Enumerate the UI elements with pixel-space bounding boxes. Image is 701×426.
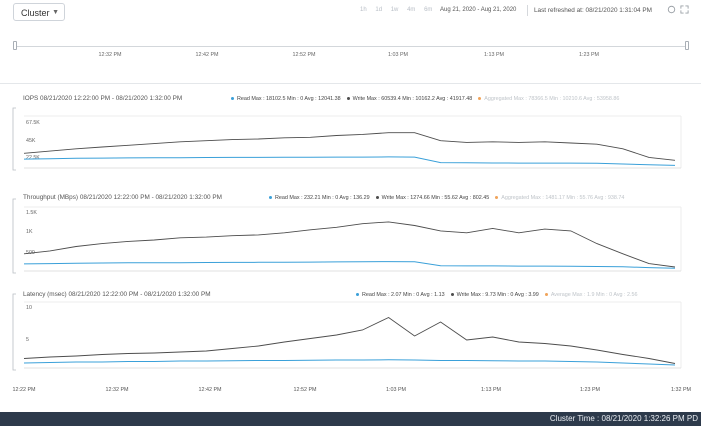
legend-write[interactable]: Write Max : 9.73 Min : 0 Avg : 3.99 [450, 292, 539, 298]
latency-y-tick-label: 10 [26, 305, 32, 311]
slider-tick: 12:52 PM [292, 52, 316, 58]
legend-write[interactable]: Write Max : 1274.66 Min : 55.62 Avg : 80… [375, 195, 489, 201]
cluster-select[interactable]: Cluster ▼ [13, 3, 65, 21]
legend-aggregated[interactable]: Aggregated Max : 1481.17 Min : 55.76 Avg… [495, 195, 624, 201]
legend-read[interactable]: Read Max : 18102.5 Min : 0 Avg : 12041.3… [231, 96, 341, 102]
slider-tick: 12:32 PM [98, 52, 122, 58]
time-range-options: 1h 1d 1w 4m 6m [360, 7, 439, 13]
toolbar-divider [527, 5, 528, 16]
throughput-y-tick-label: 1K [26, 229, 33, 235]
legend-read[interactable]: Read Max : 232.21 Min : 0 Avg : 136.29 [269, 195, 370, 201]
throughput-y-tick-label: 1.5K [26, 210, 37, 216]
slider-track [16, 46, 686, 47]
range-1h[interactable]: 1h [360, 7, 367, 13]
slider-tick: 1:03 PM [387, 52, 409, 58]
status-footer: Cluster Time : 08/21/2020 1:32:26 PM PD [0, 412, 701, 426]
last-refreshed-text: Last refreshed at: 08/21/2020 1:31:04 PM [534, 7, 652, 14]
legend-aggregated[interactable]: Average Max : 1.9 Min : 0 Avg : 2.56 [544, 292, 638, 298]
throughput-legend: Read Max : 232.21 Min : 0 Avg : 136.29 W… [269, 195, 624, 201]
range-1d[interactable]: 1d [375, 7, 383, 13]
legend-write[interactable]: Write Max : 60539.4 Min : 10162.2 Avg : … [346, 96, 472, 102]
latency-y-tick-label: 5 [26, 337, 29, 343]
slider-tick: 12:42 PM [195, 52, 219, 58]
latency-legend: Read Max : 2.07 Min : 0 Avg : 1.13 Write… [356, 292, 638, 298]
throughput-chart-title: Throughput (MBps) 08/21/2020 12:22:00 PM… [23, 194, 222, 201]
latency-read-line [23, 359, 676, 366]
range-6m[interactable]: 6m [424, 7, 433, 13]
range-4m[interactable]: 4m [407, 7, 416, 13]
date-range-picker[interactable]: Aug 21, 2020 - Aug 21, 2020 [440, 7, 517, 13]
slider-tick: 1:13 PM [483, 52, 505, 58]
cluster-select-label: Cluster [21, 8, 50, 18]
x-axis-tick-label: 1:32 PM [671, 387, 692, 393]
x-axis-tick-label: 1:03 PM [386, 387, 407, 393]
legend-aggregated[interactable]: Aggregated Max : 78366.5 Min : 10210.6 A… [478, 96, 619, 102]
iops-read-line [23, 156, 676, 166]
time-range-slider[interactable]: 12:32 PM 12:42 PM 12:52 PM 1:03 PM 1:13 … [13, 38, 689, 68]
x-axis-tick-label: 12:22 PM [12, 387, 36, 393]
iops-panel-handle [12, 107, 16, 171]
iops-y-tick-label: 45K [26, 138, 36, 144]
latency-write-line [23, 316, 676, 364]
throughput-read-line [23, 261, 676, 269]
throughput-write-line [23, 221, 676, 268]
range-1w[interactable]: 1w [390, 7, 399, 13]
x-axis-tick-label: 12:42 PM [198, 387, 222, 393]
iops-y-tick-label: 22.5K [26, 155, 40, 161]
x-axis-tick-label: 1:23 PM [580, 387, 601, 393]
toolbar: Cluster ▼ 1h 1d 1w 4m 6m Aug 21, 2020 - … [0, 0, 701, 26]
slider-tick: 1:23 PM [578, 52, 600, 58]
latency-chart-title: Latency (msec) 08/21/2020 12:22:00 PM - … [23, 291, 211, 298]
x-axis-tick-label: 12:52 PM [293, 387, 317, 393]
iops-chart-title: IOPS 08/21/2020 12:22:00 PM - 08/21/2020… [23, 95, 183, 102]
cluster-time: Cluster Time : 08/21/2020 1:32:26 PM PD [549, 414, 698, 423]
iops-y-tick-label: 67.5K [26, 120, 40, 126]
fullscreen-icon[interactable] [679, 5, 689, 15]
slider-right-handle[interactable] [685, 41, 689, 50]
refresh-icon[interactable] [666, 5, 676, 15]
iops-write-line [23, 132, 676, 161]
throughput-panel-handle [12, 198, 16, 274]
iops-legend: Read Max : 18102.5 Min : 0 Avg : 12041.3… [231, 96, 619, 102]
legend-read[interactable]: Read Max : 2.07 Min : 0 Avg : 1.13 [356, 292, 445, 298]
latency-panel-handle [12, 293, 16, 371]
chevron-down-icon: ▼ [52, 9, 59, 16]
slider-left-handle[interactable] [13, 41, 17, 50]
x-axis-tick-label: 1:13 PM [481, 387, 502, 393]
x-axis-tick-label: 12:32 PM [105, 387, 129, 393]
section-divider [0, 83, 701, 84]
